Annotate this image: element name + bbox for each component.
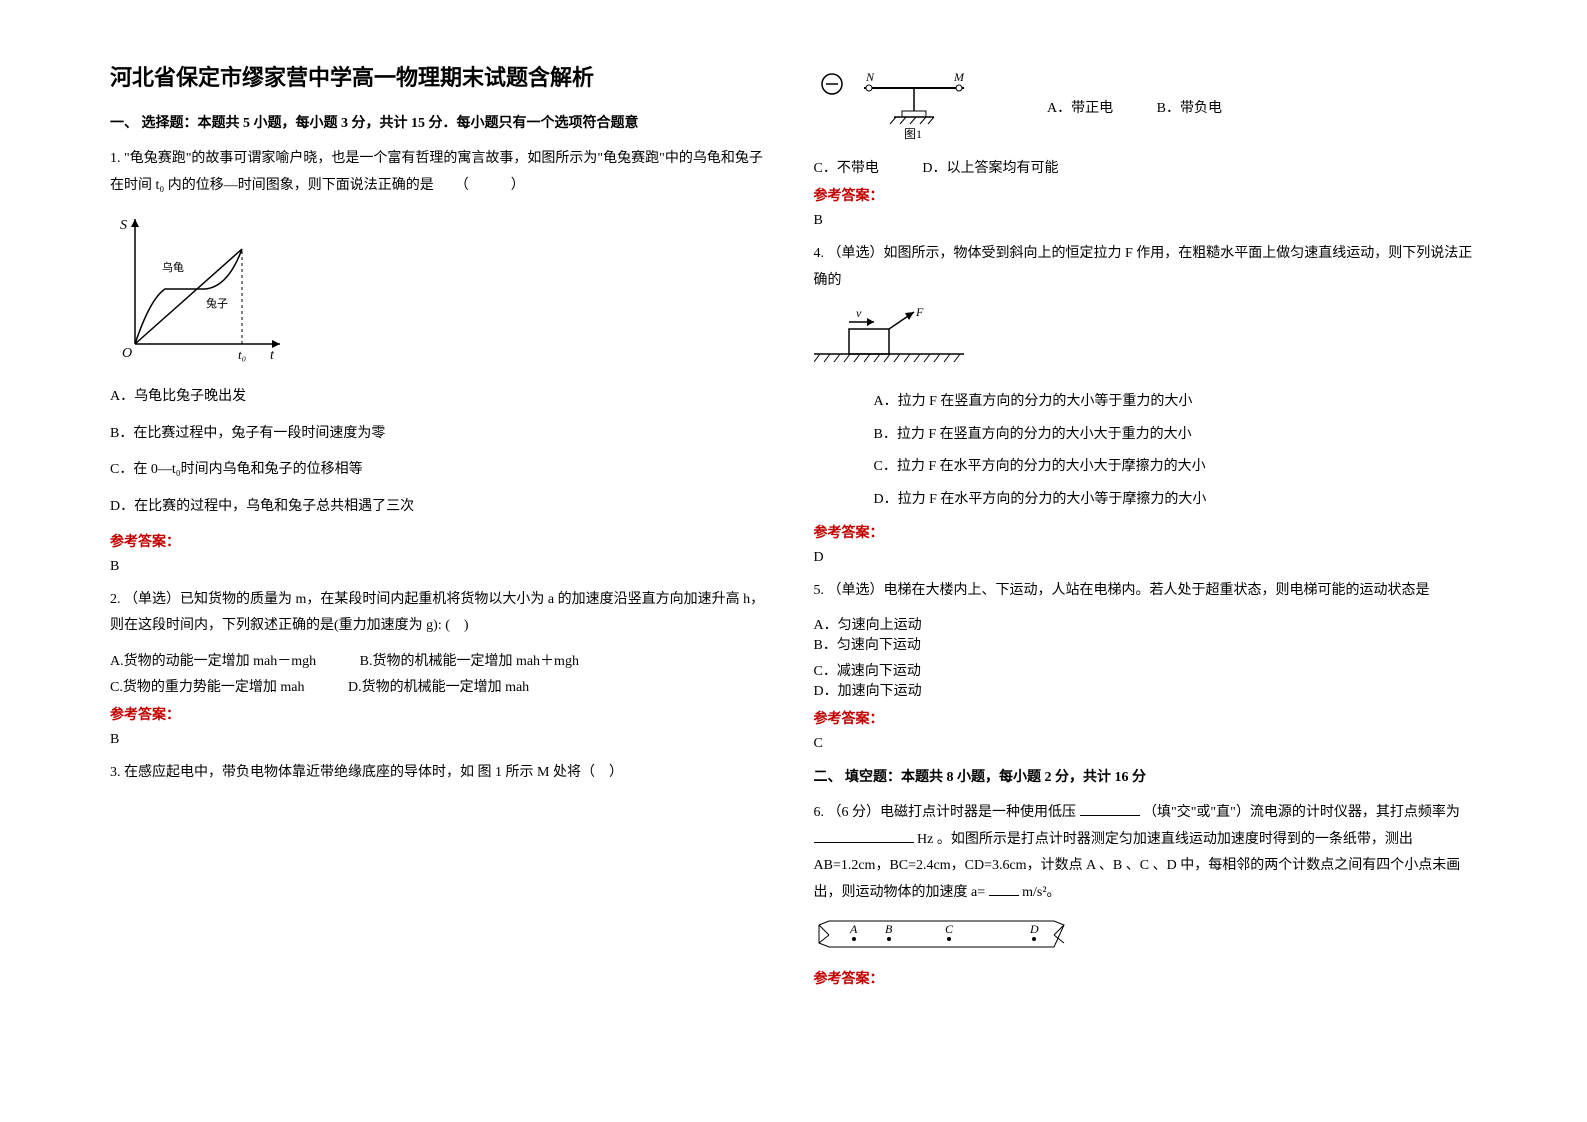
q2-answer: B — [110, 732, 774, 748]
q6-hint1: （填"交"或"直"）流电源的计时仪器，其打点频率为 — [1143, 805, 1460, 820]
svg-text:M: M — [953, 70, 965, 84]
svg-text:D: D — [1029, 922, 1039, 936]
svg-text:S: S — [120, 218, 127, 233]
fill-blank[interactable] — [814, 829, 914, 843]
q3-answer: B — [814, 213, 1478, 229]
q3-optD: D．以上答案均有可能 — [922, 157, 1058, 177]
q3-optC: C．不带电 — [814, 157, 879, 177]
fill-blank[interactable] — [1080, 802, 1140, 816]
right-column: N M 图1 A．带正电 B．带负电 C．不带电 D．以上答案均有可能 参考答案… — [794, 60, 1498, 1062]
exam-title: 河北省保定市缪家营中学高一物理期末试题含解析 — [110, 60, 774, 92]
q1-figure: S t O t₀ 乌龟 兔子 — [110, 209, 774, 374]
q4-answer: D — [814, 550, 1478, 566]
q3-optA: A．带正电 — [1047, 97, 1113, 117]
q3-options-cd: C．不带电 D．以上答案均有可能 — [814, 157, 1478, 177]
q6-unit: m/s²。 — [1022, 885, 1060, 900]
q1-optD: D．在比赛的过程中，乌龟和兔子总共相遇了三次 — [110, 494, 774, 521]
q1-stem: 1. "龟兔赛跑"的故事可谓家喻户晓，也是一个富有哲理的寓言故事，如图所示为"龟… — [110, 146, 774, 199]
svg-text:兔子: 兔子 — [206, 296, 228, 310]
answer-label: 参考答案： — [814, 968, 1478, 988]
fill-blank[interactable] — [989, 882, 1019, 896]
q2-optB: B.货物的机械能一定增加 mah＋mgh — [360, 650, 579, 670]
q4-optB: B．拉力 F 在竖直方向的分力的大小大于重力的大小 — [874, 422, 1478, 449]
q1-optC: C．在 0—t₀时间内乌龟和兔子的位移相等 — [110, 457, 774, 484]
q5-row-ab: A．匀速向上运动 B．匀速向下运动 — [814, 614, 1478, 654]
q4-stem: 4. （单选）如图所示，物体受到斜向上的恒定拉力 F 作用，在粗糙水平面上做匀速… — [814, 241, 1478, 294]
q2-options-cd: C.货物的重力势能一定增加 mah D.货物的机械能一定增加 mah — [110, 676, 774, 696]
q1-optB: B．在比赛过程中，兔子有一段时间速度为零 — [110, 421, 774, 448]
answer-label: 参考答案： — [814, 185, 1478, 205]
answer-label: 参考答案： — [814, 522, 1478, 542]
svg-text:t₀: t₀ — [238, 347, 246, 362]
q1-optA: A．乌龟比兔子晚出发 — [110, 384, 774, 411]
section1-header: 一、 选择题：本题共 5 小题，每小题 3 分，共计 15 分．每小题只有一个选… — [110, 112, 774, 132]
q2-options-ab: A.货物的动能一定增加 mah－mgh B.货物的机械能一定增加 mah＋mgh — [110, 650, 774, 670]
svg-text:C: C — [945, 922, 954, 936]
svg-text:t: t — [270, 348, 275, 363]
q3-fig-and-ab: N M 图1 A．带正电 B．带负电 — [814, 66, 1478, 151]
q3-figure: N M 图1 — [814, 66, 1004, 151]
svg-text:O: O — [122, 346, 132, 361]
q5-optD: D．加速向下运动 — [814, 680, 1113, 700]
q4-figure: v F — [814, 304, 1478, 379]
svg-text:图1: 图1 — [904, 127, 922, 141]
q6-tape-figure: A B C D — [814, 917, 1478, 958]
q5-optC: C．减速向下运动 — [814, 660, 1113, 680]
answer-label: 参考答案： — [110, 704, 774, 724]
q5-optB: B．匀速向下运动 — [814, 634, 1113, 654]
q1-answer: B — [110, 559, 774, 575]
q5-optA: A．匀速向上运动 — [814, 614, 1113, 634]
svg-text:A: A — [849, 922, 858, 936]
q2-stem: 2. （单选）已知货物的质量为 m，在某段时间内起重机将货物以大小为 a 的加速… — [110, 587, 774, 640]
q5-row-cd: C．减速向下运动 D．加速向下运动 — [814, 660, 1478, 700]
left-column: 河北省保定市缪家营中学高一物理期末试题含解析 一、 选择题：本题共 5 小题，每… — [90, 60, 794, 1062]
svg-text:F: F — [915, 305, 924, 319]
q3-stem: 3. 在感应起电中，带负电物体靠近带绝缘底座的导体时，如 图 1 所示 M 处将… — [110, 760, 774, 787]
q5-answer: C — [814, 736, 1478, 752]
q6-part1: 6. （6 分）电磁打点计时器是一种使用低压 — [814, 805, 1077, 820]
q6-body: 6. （6 分）电磁打点计时器是一种使用低压 （填"交"或"直"）流电源的计时仪… — [814, 800, 1478, 906]
q2-optC: C.货物的重力势能一定增加 mah — [110, 676, 304, 696]
q4-optC: C．拉力 F 在水平方向的分力的大小大于摩擦力的大小 — [874, 454, 1478, 481]
svg-text:N: N — [865, 70, 875, 84]
svg-text:v: v — [856, 306, 862, 320]
q4-optD: D．拉力 F 在水平方向的分力的大小等于摩擦力的大小 — [874, 487, 1478, 514]
q3-optB: B．带负电 — [1157, 97, 1222, 117]
q2-optA: A.货物的动能一定增加 mah－mgh — [110, 650, 316, 670]
q4-optA: A．拉力 F 在竖直方向的分力的大小等于重力的大小 — [874, 389, 1478, 416]
svg-text:乌龟: 乌龟 — [162, 260, 184, 274]
svg-text:B: B — [885, 922, 893, 936]
answer-label: 参考答案： — [110, 531, 774, 551]
q5-stem: 5. （单选）电梯在大楼内上、下运动，人站在电梯内。若人处于超重状态，则电梯可能… — [814, 578, 1478, 605]
answer-label: 参考答案： — [814, 708, 1478, 728]
q2-optD: D.货物的机械能一定增加 mah — [348, 676, 529, 696]
section2-header: 二、 填空题：本题共 8 小题，每小题 2 分，共计 16 分 — [814, 766, 1478, 786]
